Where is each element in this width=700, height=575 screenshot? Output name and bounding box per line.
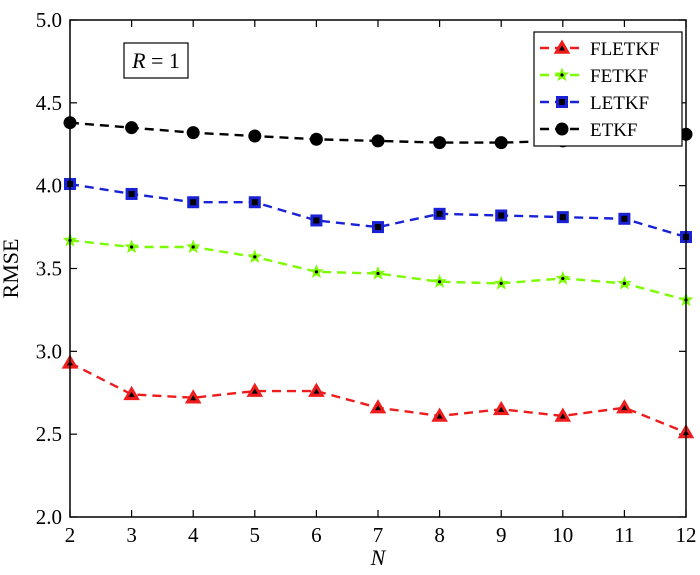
point-fetkf-core xyxy=(376,271,380,276)
y-tick-label: 4.5 xyxy=(36,91,62,115)
legend-label-fetkf: FETKF xyxy=(590,66,648,87)
axis-ticks: 2 3 4 5 6 7 8 9 10 11 12 2.0 2.5 3.0 3.5 4.0 4.5 5.0 xyxy=(36,8,697,547)
point-fetkf-core xyxy=(499,281,503,286)
x-tick-label: 9 xyxy=(496,523,507,547)
x-tick-label: 2 xyxy=(65,523,76,547)
x-tick-label: 5 xyxy=(250,523,261,547)
legend-label-fletkf: FLETKF xyxy=(590,39,660,60)
legend-marker-letkf-core xyxy=(559,99,565,105)
x-tick-label: 8 xyxy=(434,523,445,547)
x-axis-label: N xyxy=(370,545,387,570)
y-tick-label: 3.5 xyxy=(36,257,62,281)
point-fletkf-core xyxy=(251,388,258,394)
point-letkf-core xyxy=(436,210,443,217)
point-etkf xyxy=(125,121,139,135)
point-fetkf-core xyxy=(314,270,318,274)
point-etkf xyxy=(186,126,200,140)
x-tick-label: 12 xyxy=(676,523,697,547)
x-tick-label: 11 xyxy=(614,523,634,547)
legend-marker-fletkf-core xyxy=(559,45,565,51)
x-tick-label: 6 xyxy=(311,523,322,547)
x-tick-label: 3 xyxy=(126,523,137,547)
point-fetkf-core xyxy=(438,280,442,284)
point-fetkf-core xyxy=(130,245,134,249)
x-tick-label: 10 xyxy=(552,523,573,547)
point-fetkf-core xyxy=(191,245,195,249)
legend: FLETKF FETKF LETKF ETKF xyxy=(533,31,683,147)
x-tick-label: 4 xyxy=(188,523,199,547)
y-tick-label: 4.0 xyxy=(36,174,62,198)
point-letkf-core xyxy=(498,212,505,219)
point-fletkf-core xyxy=(128,391,135,397)
annotation-rest: = 1 xyxy=(146,48,180,73)
point-fletkf-core xyxy=(498,406,505,412)
point-fletkf-core xyxy=(313,388,320,394)
point-fletkf-core xyxy=(190,395,197,401)
point-fetkf-core xyxy=(253,255,257,259)
point-letkf-core xyxy=(559,214,566,221)
point-letkf-core xyxy=(128,190,135,197)
point-fletkf-core xyxy=(559,413,566,419)
point-etkf xyxy=(309,132,323,146)
x-tick-label: 7 xyxy=(373,523,384,547)
point-fletkf-core xyxy=(375,405,381,411)
point-etkf xyxy=(433,136,447,150)
annotation-frame xyxy=(123,42,189,79)
series-line-fletkf xyxy=(69,361,687,434)
point-etkf xyxy=(371,134,385,148)
point-fetkf-core xyxy=(622,281,627,286)
point-letkf-core xyxy=(313,217,320,224)
y-tick-label: 2.0 xyxy=(36,505,62,529)
annotation-var: R xyxy=(131,48,146,73)
legend-label-etkf: ETKF xyxy=(590,120,638,141)
annotation-box: R = 1 xyxy=(123,42,189,79)
series-layer xyxy=(61,116,695,439)
point-fetkf-core xyxy=(561,276,565,281)
legend-label-letkf: LETKF xyxy=(590,93,649,114)
point-letkf-core xyxy=(251,199,258,206)
legend-marker-etkf xyxy=(555,122,569,136)
point-fletkf-core xyxy=(436,413,443,419)
point-fletkf-core xyxy=(621,405,628,411)
plot-frame xyxy=(69,19,687,518)
y-tick-label: 3.0 xyxy=(36,339,62,363)
point-letkf-core xyxy=(190,199,197,206)
series-line-fetkf xyxy=(69,239,687,302)
y-tick-label: 5.0 xyxy=(36,8,62,32)
annotation-text: R = 1 xyxy=(131,48,180,73)
y-axis-label: RMSE xyxy=(0,239,23,299)
point-etkf xyxy=(248,129,262,143)
legend-marker-fetkf-core xyxy=(560,73,564,77)
y-tick-label: 2.5 xyxy=(36,422,62,446)
point-letkf-core xyxy=(621,215,628,222)
point-etkf xyxy=(494,136,508,150)
point-letkf-core xyxy=(375,224,381,231)
